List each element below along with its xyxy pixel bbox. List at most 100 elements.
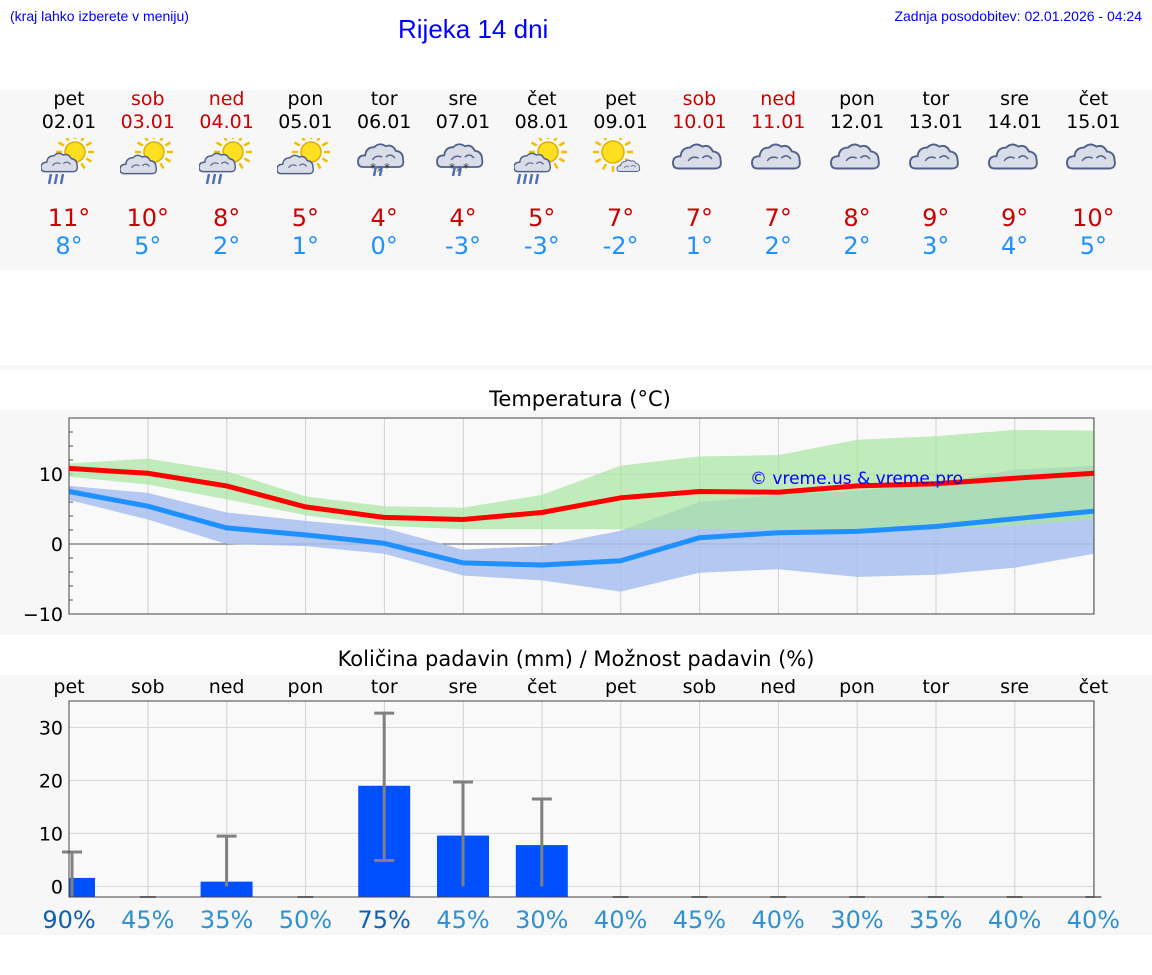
max-temperature: 10° <box>1072 204 1115 232</box>
svg-text:*: * <box>384 161 390 175</box>
day-name: sre <box>1000 88 1030 110</box>
max-temperature: 9° <box>1000 204 1029 232</box>
max-temperature: 7° <box>764 204 792 232</box>
precipitation-chance: 40% <box>1067 906 1120 934</box>
x-day-label: sob <box>131 676 165 698</box>
day-column: sob 03.01 10° 5° <box>109 88 187 260</box>
precipitation-chance: 45% <box>436 906 489 934</box>
region-hint: (kraj lahko izberete v meniju) <box>10 8 189 24</box>
day-column: pet 02.01 11° 8° <box>30 88 108 260</box>
y-tick-label: 10 <box>39 464 63 486</box>
cloudy-icon <box>976 134 1054 198</box>
max-temperature: 7° <box>606 204 635 232</box>
min-temperature: 2° <box>843 232 871 260</box>
plot-area <box>69 701 1094 897</box>
min-temperature: 2° <box>212 232 241 260</box>
day-column: sre 07.01 *** 4° -3° <box>424 88 502 260</box>
min-temperature: 0° <box>370 232 398 260</box>
day-column: ned 11.01 7° 2° <box>739 88 817 260</box>
min-temperature: -3° <box>445 232 481 260</box>
x-day-label: sre <box>1000 676 1029 698</box>
x-day-label: sre <box>449 676 478 698</box>
day-date: 04.01 <box>199 111 254 133</box>
day-date: 10.01 <box>672 111 727 133</box>
temperature-chart: −10 0 10 © vreme.us & vreme.pro <box>23 417 1095 626</box>
precipitation-bar <box>200 881 253 897</box>
day-name: tor <box>370 88 398 110</box>
day-column: ned 04.01 8° 2° <box>188 88 266 260</box>
max-temperature: 8° <box>843 204 871 232</box>
day-column: tor 13.01 9° 3° <box>897 88 975 260</box>
sun-cloud-rain-icon <box>188 134 266 198</box>
day-name: čet <box>1078 88 1109 110</box>
day-name: pet <box>604 88 637 110</box>
max-temperature: 8° <box>212 204 241 232</box>
y-tick-label: 10 <box>39 823 63 845</box>
x-day-label: tor <box>371 676 398 698</box>
min-temperature-line <box>68 489 1095 568</box>
day-name: tor <box>922 88 950 110</box>
precipitation-chance: 30% <box>515 906 568 934</box>
precipitation-bar <box>69 877 95 897</box>
y-tick-label: 0 <box>51 876 63 898</box>
x-day-label: pon <box>839 676 875 698</box>
precipitation-chance: 40% <box>988 906 1041 934</box>
precipitation-chance: 40% <box>752 906 805 934</box>
day-column: čet 15.01 10° 5° <box>1054 88 1132 260</box>
day-name: sob <box>131 88 165 110</box>
y-tick-label: 0 <box>51 534 63 556</box>
sun-cloud-icon <box>266 134 344 198</box>
max-temperature: 10° <box>126 204 170 232</box>
day-date: 06.01 <box>356 111 412 133</box>
precipitation-chance: 35% <box>200 906 253 934</box>
max-temperature: 5° <box>528 204 556 232</box>
cloudy-icon <box>739 134 817 198</box>
day-column: čet 08.01 5° -3° <box>503 88 581 260</box>
min-temperature: -3° <box>523 232 560 260</box>
day-name: pon <box>287 88 324 110</box>
day-name: sre <box>448 88 478 110</box>
x-day-label: sob <box>683 676 717 698</box>
day-column: pon 05.01 5° 1° <box>266 88 344 260</box>
x-day-label: ned <box>760 676 796 698</box>
svg-text:*: * <box>449 161 455 175</box>
day-column: sob 10.01 7° 1° <box>660 88 738 260</box>
day-date: 14.01 <box>987 111 1042 133</box>
precipitation-chart: pet sob ned pon tor sre čet pet sob ned pon tor sre č… <box>39 676 1120 934</box>
divider <box>0 365 1152 370</box>
cloudy-icon <box>660 134 738 198</box>
day-column: pet 09.01 7° -2° <box>582 88 660 260</box>
cloudy-icon <box>1054 134 1132 198</box>
max-temperature: 9° <box>922 204 950 232</box>
precipitation-chance: 45% <box>121 906 174 934</box>
day-date: 09.01 <box>593 111 648 133</box>
max-temperature: 4° <box>449 204 477 232</box>
cloudy-icon <box>818 134 896 198</box>
x-day-label: pet <box>53 676 84 698</box>
max-temperature: 7° <box>685 204 714 232</box>
y-tick-label: 30 <box>39 717 63 739</box>
min-temperature: 3° <box>922 232 950 260</box>
precipitation-chance: 75% <box>358 906 411 934</box>
day-date: 15.01 <box>1066 111 1121 133</box>
max-temperature-range-band <box>69 429 1094 530</box>
precipitation-chance: 90% <box>42 906 95 934</box>
day-column: sre 14.01 9° 4° <box>976 88 1054 260</box>
max-temperature: 4° <box>370 204 398 232</box>
x-day-label: pon <box>288 676 324 698</box>
x-day-label: pet <box>605 676 636 698</box>
min-temperature: -2° <box>602 232 639 260</box>
x-day-label: čet <box>1079 676 1109 698</box>
max-temperature: 11° <box>47 204 91 232</box>
x-day-label: čet <box>527 676 557 698</box>
svg-text:*: * <box>370 161 376 175</box>
min-temperature: 4° <box>1000 232 1029 260</box>
min-temperature: 5° <box>134 232 162 260</box>
min-temperature: 8° <box>55 232 83 260</box>
x-day-label: tor <box>922 676 949 698</box>
sun-cloud-rain-heavy-icon <box>503 134 581 198</box>
day-date: 08.01 <box>514 111 569 133</box>
sun-cloud-rain-icon <box>30 134 108 198</box>
day-name: ned <box>760 88 797 110</box>
plot-frame <box>68 700 1095 898</box>
